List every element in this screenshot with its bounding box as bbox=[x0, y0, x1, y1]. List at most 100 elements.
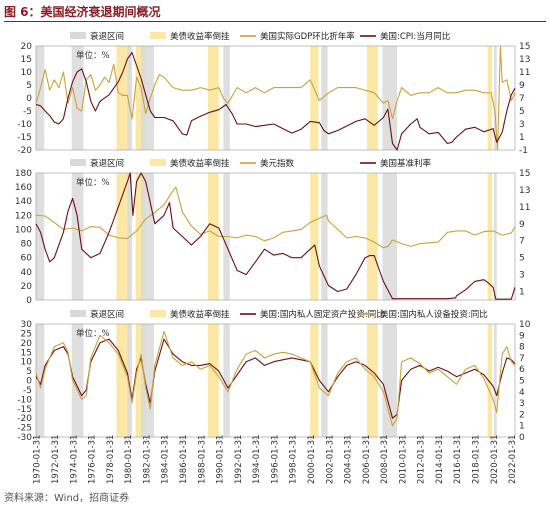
right-tick-label-0-5: 5 bbox=[519, 107, 525, 117]
left-tick-label-2-7: -5 bbox=[23, 386, 32, 396]
yield-inversion-band-2-2 bbox=[207, 324, 219, 437]
right-tick-label-0-8: -1 bbox=[519, 146, 528, 156]
right-tick-label-0-2: 11 bbox=[519, 68, 530, 78]
right-tick-label-1-1: 13 bbox=[519, 186, 530, 196]
x-tick-label-7: 1984-01-31 bbox=[161, 435, 171, 484]
left-tick-label-0-4: 0 bbox=[26, 94, 32, 104]
left-tick-label-2-3: 15 bbox=[21, 348, 32, 358]
unit-label-0: 单位：% bbox=[76, 50, 110, 61]
left-tick-label-0-5: -5 bbox=[23, 107, 32, 117]
x-tick-label-23: 2016-01-31 bbox=[453, 435, 463, 484]
right-tick-label-2-8: 2 bbox=[519, 410, 525, 420]
recession-band-2-7 bbox=[493, 324, 497, 437]
recession-band-0-7 bbox=[493, 46, 497, 150]
series-line-0-1 bbox=[35, 51, 516, 151]
recession-band-0-1 bbox=[71, 46, 84, 150]
yield-inversion-band-1-1 bbox=[135, 173, 146, 300]
recession-band-2-5 bbox=[321, 324, 328, 437]
left-tick-label-2-6: 0 bbox=[26, 377, 32, 387]
panel-frame-0 bbox=[35, 45, 516, 151]
panel-frame-2 bbox=[35, 323, 516, 438]
legend-swatch-1-1 bbox=[150, 159, 166, 166]
left-tick-label-1-1: 160 bbox=[15, 183, 32, 193]
recession-band-1-0 bbox=[36, 173, 45, 300]
recession-band-1-6 bbox=[382, 173, 398, 300]
left-tick-label-1-9: 0 bbox=[26, 296, 32, 306]
legend-swatch-1-0 bbox=[70, 159, 86, 166]
recession-band-0-4 bbox=[223, 46, 230, 150]
yield-inversion-band-2-4 bbox=[366, 324, 378, 437]
left-tick-label-1-3: 120 bbox=[15, 211, 32, 221]
left-tick-label-1-6: 60 bbox=[21, 254, 33, 264]
yield-inversion-band-2-1 bbox=[135, 324, 146, 437]
yield-inversion-band-1-2 bbox=[207, 173, 219, 300]
legend-label-1-1: 美债收益率倒挂 bbox=[170, 158, 230, 169]
legend-label-1-2: 美元指数 bbox=[260, 158, 295, 169]
legend-label-2-1: 美债收益率倒挂 bbox=[170, 309, 230, 320]
x-tick-label-4: 1978-01-31 bbox=[106, 435, 116, 484]
right-tick-label-0-3: 9 bbox=[519, 81, 525, 91]
yield-inversion-band-0-2 bbox=[207, 46, 219, 150]
series-line-0-0 bbox=[35, 45, 516, 151]
x-tick-label-6: 1982-01-31 bbox=[142, 435, 152, 484]
right-tick-label-2-3: 7 bbox=[519, 354, 525, 364]
legend-label-0-0: 衰退区间 bbox=[90, 31, 124, 42]
recession-band-0-5 bbox=[321, 46, 328, 150]
legend-swatch-0-1 bbox=[150, 32, 166, 39]
right-tick-label-2-1: 9 bbox=[519, 331, 525, 341]
recession-band-0-0 bbox=[36, 46, 45, 150]
x-tick-label-9: 1988-01-31 bbox=[197, 435, 207, 484]
x-tick-label-11: 1992-01-31 bbox=[234, 435, 244, 484]
title-rule bbox=[4, 21, 546, 22]
x-tick-label-1: 1972-01-31 bbox=[51, 435, 61, 484]
yield-inversion-band-1-0 bbox=[116, 173, 131, 300]
right-tick-label-1-0: 15 bbox=[519, 169, 530, 179]
recession-band-2-4 bbox=[223, 324, 230, 437]
yield-inversion-band-2-0 bbox=[116, 324, 131, 437]
left-tick-label-2-0: 30 bbox=[21, 320, 33, 330]
yield-inversion-band-2-5 bbox=[487, 324, 493, 437]
x-tick-label-24: 2018-01-31 bbox=[472, 435, 482, 484]
yield-inversion-band-2-3 bbox=[310, 324, 319, 437]
left-tick-label-1-5: 80 bbox=[21, 240, 33, 250]
x-tick-label-3: 1976-01-31 bbox=[88, 435, 98, 484]
left-tick-label-1-8: 20 bbox=[21, 282, 33, 292]
x-tick-label-20: 2010-01-31 bbox=[398, 435, 408, 484]
x-tick-label-2: 1974-01-31 bbox=[69, 435, 79, 484]
yield-inversion-band-0-0 bbox=[116, 46, 131, 150]
source-note: 资料来源：Wind，招商证券 bbox=[4, 493, 130, 504]
right-tick-label-2-7: 3 bbox=[519, 399, 525, 409]
left-tick-label-0-1: 15 bbox=[21, 55, 32, 65]
legend-swatch-2-1 bbox=[150, 310, 166, 317]
legend-label-2-0: 衰退区间 bbox=[90, 309, 124, 320]
yield-inversion-band-0-5 bbox=[487, 46, 493, 150]
right-tick-label-2-5: 5 bbox=[519, 377, 525, 387]
legend-label-0-1: 美债收益率倒挂 bbox=[170, 31, 230, 42]
left-tick-label-2-8: -10 bbox=[17, 395, 32, 405]
recession-band-2-1 bbox=[71, 324, 84, 437]
right-tick-label-2-10: 0 bbox=[519, 433, 525, 443]
recession-band-2-3 bbox=[141, 324, 154, 437]
yield-inversion-band-0-3 bbox=[310, 46, 319, 150]
right-tick-label-1-6: 3 bbox=[519, 271, 525, 281]
yield-inversion-band-1-4 bbox=[366, 173, 378, 300]
recession-band-0-2 bbox=[127, 46, 132, 150]
x-tick-label-16: 2002-01-31 bbox=[325, 435, 335, 484]
recession-band-1-1 bbox=[71, 173, 84, 300]
legend-label-0-2: 美国实际GDP环比折年率 bbox=[260, 31, 355, 42]
legend-label-2-3: 美国:国内私人设备投资:同比 bbox=[380, 309, 488, 320]
left-tick-label-1-2: 140 bbox=[15, 197, 32, 207]
panel-frame-1 bbox=[35, 172, 516, 301]
legend-swatch-0-0 bbox=[70, 32, 86, 39]
unit-label-2: 单位：% bbox=[76, 328, 110, 339]
recession-band-2-6 bbox=[382, 324, 398, 437]
x-tick-label-0: 1970-01-31 bbox=[33, 435, 43, 484]
recession-band-2-2 bbox=[127, 324, 132, 437]
right-tick-label-1-2: 11 bbox=[519, 203, 530, 213]
left-tick-label-1-4: 100 bbox=[15, 225, 32, 235]
x-tick-label-25: 2020-01-31 bbox=[490, 435, 500, 484]
left-tick-label-0-8: -20 bbox=[17, 146, 32, 156]
left-tick-label-2-11: -25 bbox=[17, 424, 32, 434]
right-tick-label-0-6: 3 bbox=[519, 120, 525, 130]
x-tick-label-12: 1994-01-31 bbox=[252, 435, 262, 484]
